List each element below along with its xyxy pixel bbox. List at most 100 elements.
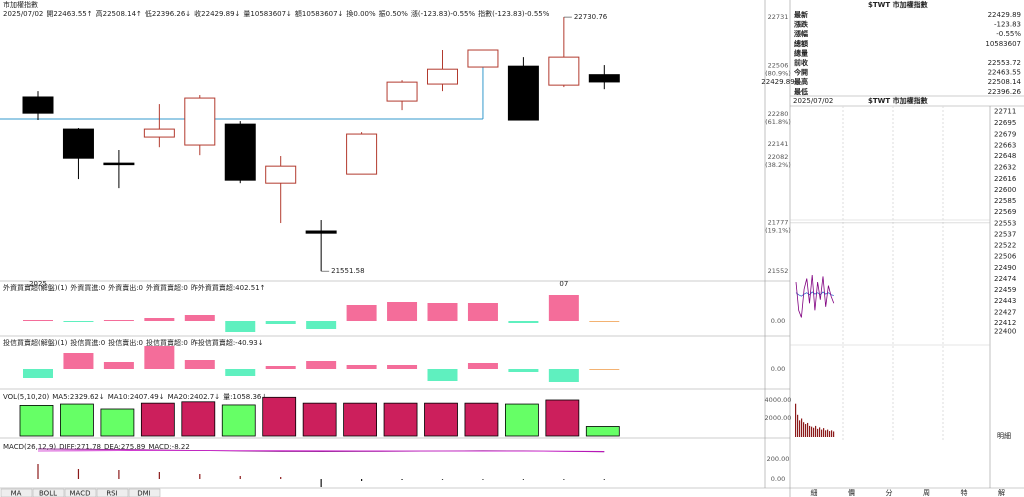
intraday-tab[interactable]: 解 bbox=[998, 488, 1005, 497]
bar bbox=[464, 402, 499, 437]
tab[interactable] bbox=[64, 488, 97, 497]
intraday-volume-bar bbox=[801, 418, 803, 437]
bar bbox=[181, 401, 216, 437]
candle-body bbox=[224, 123, 256, 181]
quote-label: 漲跌 bbox=[794, 20, 809, 29]
panel-legend: 外資買賣超:0 bbox=[146, 283, 188, 292]
bar bbox=[184, 315, 215, 321]
tab-label[interactable]: RSI bbox=[106, 490, 117, 497]
bar bbox=[346, 365, 377, 369]
bar bbox=[118, 470, 120, 479]
intraday-y-tick: 22459 bbox=[994, 286, 1016, 294]
bar bbox=[60, 403, 94, 437]
panel-legend: 投信買賣超:0 bbox=[146, 338, 188, 347]
info-item: 高22508.14↑ bbox=[96, 9, 142, 18]
tab[interactable] bbox=[96, 488, 129, 497]
panel-legend: 量:1058.36↓ bbox=[223, 393, 267, 401]
y-tick-label: 4000.00 bbox=[765, 396, 792, 404]
tab-label[interactable]: BOLL bbox=[39, 490, 57, 497]
intraday-tab[interactable]: 分 bbox=[886, 488, 893, 497]
intraday-y-tick: 22443 bbox=[994, 297, 1016, 305]
bar bbox=[589, 321, 620, 322]
candle-body bbox=[265, 165, 297, 184]
bar bbox=[401, 479, 403, 480]
y-tick-label: 0.00 bbox=[771, 317, 785, 325]
candle-body bbox=[103, 162, 135, 166]
bar bbox=[100, 408, 135, 437]
bar bbox=[508, 369, 539, 372]
fib-label: (61.8%) bbox=[765, 118, 791, 126]
detail-label[interactable]: 明細 bbox=[997, 431, 1011, 440]
bar bbox=[482, 479, 484, 480]
intraday-tab[interactable]: 價 bbox=[848, 488, 855, 497]
intraday-y-tick: 22537 bbox=[994, 231, 1016, 239]
intraday-tab[interactable]: 周 bbox=[923, 489, 930, 497]
intraday-tab[interactable]: 細 bbox=[811, 488, 818, 497]
bar bbox=[265, 366, 296, 369]
bar bbox=[199, 474, 201, 479]
intraday-y-tick: 22695 bbox=[994, 119, 1016, 127]
y-tick-label: 21552 bbox=[768, 267, 789, 275]
bar bbox=[306, 321, 337, 329]
tab-label[interactable]: MA bbox=[11, 490, 22, 497]
intraday-y-tick: 22506 bbox=[994, 253, 1017, 261]
panel-legend: VOL(5,10,20) bbox=[3, 393, 50, 401]
info-item: 指數(-123.83)-0.55% bbox=[478, 9, 550, 18]
fib-label: (80.9%) bbox=[765, 70, 791, 78]
quote-value: -0.55% bbox=[996, 30, 1021, 38]
bar bbox=[589, 369, 620, 370]
intraday-volume-bar bbox=[815, 425, 817, 437]
tab[interactable] bbox=[128, 488, 161, 497]
intraday-volume-bar bbox=[805, 424, 807, 437]
x-tick-label: 2025 bbox=[29, 280, 47, 288]
bar bbox=[37, 464, 39, 479]
quote-value: 22396.26 bbox=[988, 88, 1022, 96]
quote-label: 最低 bbox=[794, 87, 808, 96]
intraday-y-tick: 22585 bbox=[994, 197, 1016, 205]
bar bbox=[262, 396, 297, 437]
intraday-y-tick: 22569 bbox=[994, 208, 1016, 216]
bar bbox=[19, 405, 54, 437]
intraday-y-tick: 22522 bbox=[994, 241, 1016, 249]
bar bbox=[585, 426, 620, 437]
intraday-volume-bar bbox=[811, 426, 813, 437]
bar bbox=[427, 369, 458, 381]
info-item: 振0.50% bbox=[379, 9, 409, 18]
bar bbox=[441, 479, 444, 480]
panel-legend: MACD(26,12,9) bbox=[3, 443, 56, 451]
candle-body bbox=[62, 128, 94, 159]
candle-body bbox=[427, 68, 458, 85]
intraday-volume-bar bbox=[795, 403, 797, 437]
y-tick-label: 0.00 bbox=[771, 475, 785, 483]
tab[interactable] bbox=[0, 488, 33, 497]
bar bbox=[63, 353, 94, 369]
panel-legend: 投信買進:0 bbox=[70, 338, 105, 347]
intraday-y-tick: 22400 bbox=[994, 328, 1016, 336]
x-tick-label: 07 bbox=[559, 280, 568, 288]
tab-label[interactable]: DMI bbox=[137, 490, 151, 497]
bar bbox=[158, 472, 160, 479]
intraday-y-tick: 22663 bbox=[994, 142, 1016, 150]
bar bbox=[77, 469, 80, 479]
y-tick-label: 22082 bbox=[768, 153, 789, 161]
intraday-y-tick: 22600 bbox=[994, 186, 1016, 194]
y-tick-label: 200.00 bbox=[767, 455, 790, 463]
tab[interactable] bbox=[32, 488, 65, 497]
intraday-tab[interactable]: 特 bbox=[961, 488, 968, 497]
panel-legend: MACD:-8.22 bbox=[148, 443, 189, 451]
panel-legend: 外資買進:0 bbox=[70, 283, 105, 292]
intraday-volume-bar bbox=[833, 431, 835, 437]
quote-label: 最新 bbox=[794, 10, 808, 19]
intraday-y-tick: 22616 bbox=[994, 175, 1017, 183]
panel-legend: 外資買賣超(解盤)(1) bbox=[3, 283, 68, 292]
intraday-volume-bar bbox=[817, 428, 819, 437]
bar bbox=[548, 369, 579, 382]
quote-title: $TWT 市加權指數 bbox=[868, 0, 928, 9]
panel-legend: 昨投信買賣超:-40.93↓ bbox=[191, 338, 264, 347]
low-note: 21551.58 bbox=[331, 267, 364, 275]
panel-legend: 投信買賣超(解盤)(1) bbox=[3, 338, 68, 347]
quote-label: 總額 bbox=[794, 39, 808, 48]
macd-dea-line bbox=[37, 450, 605, 452]
info-item: 2025/07/02 bbox=[3, 10, 43, 18]
tab-label[interactable]: MACD bbox=[70, 490, 91, 497]
